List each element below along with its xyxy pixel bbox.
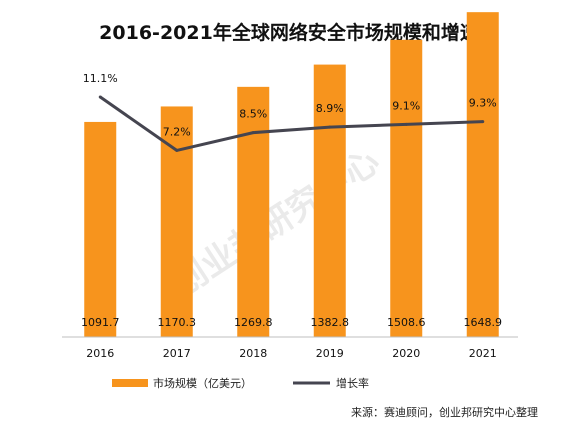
- bar: [466, 12, 499, 338]
- x-tick-label: 2021: [469, 347, 497, 360]
- bar-value-label: 1648.9: [464, 316, 503, 329]
- bar: [84, 121, 117, 338]
- x-tick-label: 2019: [316, 347, 344, 360]
- bar: [313, 64, 346, 337]
- growth-rate-label: 11.1%: [83, 72, 118, 85]
- bar: [390, 39, 423, 338]
- bar-value-label: 1269.8: [234, 316, 273, 329]
- legend-bar-swatch: [112, 379, 148, 387]
- bar-value-label: 1170.3: [158, 316, 197, 329]
- growth-rate-point: [404, 122, 408, 126]
- growth-rate-point: [175, 148, 179, 152]
- growth-rate-label: 9.1%: [392, 99, 420, 112]
- bar: [160, 106, 193, 337]
- growth-rate-point: [98, 95, 102, 99]
- growth-rate-label: 8.9%: [316, 102, 344, 115]
- watermark: 创业邦研究中心: [164, 141, 386, 305]
- x-tick-label: 2020: [392, 347, 420, 360]
- growth-rate-label: 9.3%: [469, 97, 497, 110]
- growth-rate-point: [328, 125, 332, 129]
- x-tick-label: 2018: [239, 347, 267, 360]
- bar: [237, 86, 270, 338]
- growth-rate-line: [99, 95, 483, 152]
- growth-rate-label: 8.5%: [239, 108, 267, 121]
- growth-rate-point: [251, 131, 255, 135]
- legend-bar-label: 市场规模（亿美元）: [153, 376, 252, 390]
- x-tick-label: 2017: [163, 347, 191, 360]
- growth-rate-label: 7.2%: [163, 125, 191, 138]
- bar-value-label: 1382.8: [311, 316, 350, 329]
- x-tick-label: 2016: [86, 347, 114, 360]
- growth-rate-point: [481, 120, 485, 124]
- legend-line-label: 增长率: [336, 376, 369, 390]
- chart-title: 2016-2021年全球网络安全市场规模和增速: [99, 22, 479, 44]
- bar-value-label: 1091.7: [81, 316, 120, 329]
- source-note: 来源：赛迪顾问，创业邦研究中心整理: [351, 406, 538, 419]
- bar-value-label: 1508.6: [387, 316, 426, 329]
